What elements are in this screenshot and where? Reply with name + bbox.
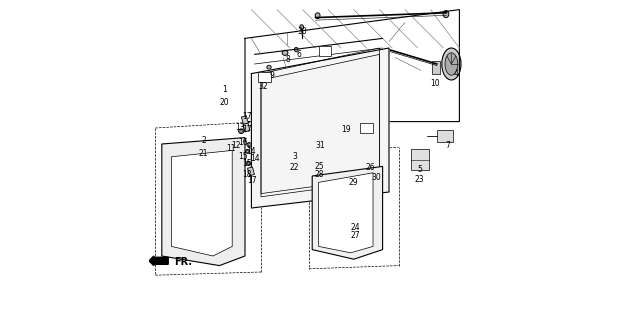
Text: 10: 10 xyxy=(431,79,440,88)
Text: 22: 22 xyxy=(290,164,299,172)
Text: 25: 25 xyxy=(315,162,324,171)
Ellipse shape xyxy=(320,159,324,163)
Text: 6: 6 xyxy=(297,50,302,59)
Ellipse shape xyxy=(442,48,461,80)
Text: 32: 32 xyxy=(259,82,268,91)
Text: 31: 31 xyxy=(315,141,325,150)
Ellipse shape xyxy=(267,65,271,69)
Text: 4: 4 xyxy=(454,69,459,78)
Ellipse shape xyxy=(247,143,252,147)
Text: 2: 2 xyxy=(201,136,206,145)
Ellipse shape xyxy=(251,146,255,150)
Text: FR.: FR. xyxy=(175,257,193,267)
Ellipse shape xyxy=(445,53,458,75)
Text: 30: 30 xyxy=(298,28,308,36)
Ellipse shape xyxy=(319,139,323,143)
Bar xyxy=(412,149,429,170)
Ellipse shape xyxy=(282,50,288,55)
Bar xyxy=(242,116,248,124)
Ellipse shape xyxy=(255,152,259,156)
Bar xyxy=(437,130,453,142)
Text: 19: 19 xyxy=(341,125,350,134)
Ellipse shape xyxy=(242,138,246,142)
Text: 29: 29 xyxy=(349,178,358,187)
Text: 24: 24 xyxy=(350,223,360,232)
Text: 17: 17 xyxy=(247,176,257,185)
Polygon shape xyxy=(312,166,383,259)
Ellipse shape xyxy=(260,78,264,83)
Ellipse shape xyxy=(342,162,346,165)
Ellipse shape xyxy=(300,25,303,29)
Polygon shape xyxy=(252,48,389,208)
Bar xyxy=(432,61,440,74)
Ellipse shape xyxy=(375,166,383,175)
Polygon shape xyxy=(162,138,245,266)
Polygon shape xyxy=(245,10,459,122)
Text: 11: 11 xyxy=(226,144,235,153)
Text: 26: 26 xyxy=(366,164,375,172)
Text: 9: 9 xyxy=(270,71,274,80)
Text: 16: 16 xyxy=(239,138,248,147)
Bar xyxy=(258,72,271,82)
Text: 12: 12 xyxy=(231,141,241,150)
Text: 15: 15 xyxy=(242,159,252,168)
Text: 1: 1 xyxy=(222,85,227,94)
Ellipse shape xyxy=(294,47,298,52)
Bar xyxy=(243,123,250,132)
Text: 17: 17 xyxy=(242,112,252,121)
Text: 8: 8 xyxy=(286,55,290,64)
Text: 14: 14 xyxy=(250,154,260,163)
Ellipse shape xyxy=(315,13,320,19)
Ellipse shape xyxy=(228,143,233,147)
Ellipse shape xyxy=(234,140,237,144)
Text: 15: 15 xyxy=(238,152,248,161)
Text: 23: 23 xyxy=(415,175,424,184)
Text: 17: 17 xyxy=(242,125,252,134)
Bar xyxy=(370,159,379,166)
Polygon shape xyxy=(171,150,232,256)
Ellipse shape xyxy=(343,138,349,143)
Text: 30: 30 xyxy=(371,173,381,182)
FancyArrow shape xyxy=(149,256,168,266)
Text: 18: 18 xyxy=(242,170,252,179)
Text: 21: 21 xyxy=(198,149,208,158)
Polygon shape xyxy=(319,173,373,253)
Text: 5: 5 xyxy=(417,165,422,174)
Text: 3: 3 xyxy=(292,152,297,161)
Bar xyxy=(360,123,373,133)
Ellipse shape xyxy=(239,129,243,133)
Bar xyxy=(247,167,255,176)
Ellipse shape xyxy=(245,149,250,153)
Text: 13: 13 xyxy=(235,124,245,132)
Ellipse shape xyxy=(246,161,250,165)
Text: 20: 20 xyxy=(219,98,229,107)
Bar xyxy=(319,46,331,56)
Text: 28: 28 xyxy=(315,170,324,179)
Text: 27: 27 xyxy=(350,231,360,240)
Ellipse shape xyxy=(443,11,449,18)
Text: 7: 7 xyxy=(446,141,451,150)
Text: 14: 14 xyxy=(247,148,256,156)
